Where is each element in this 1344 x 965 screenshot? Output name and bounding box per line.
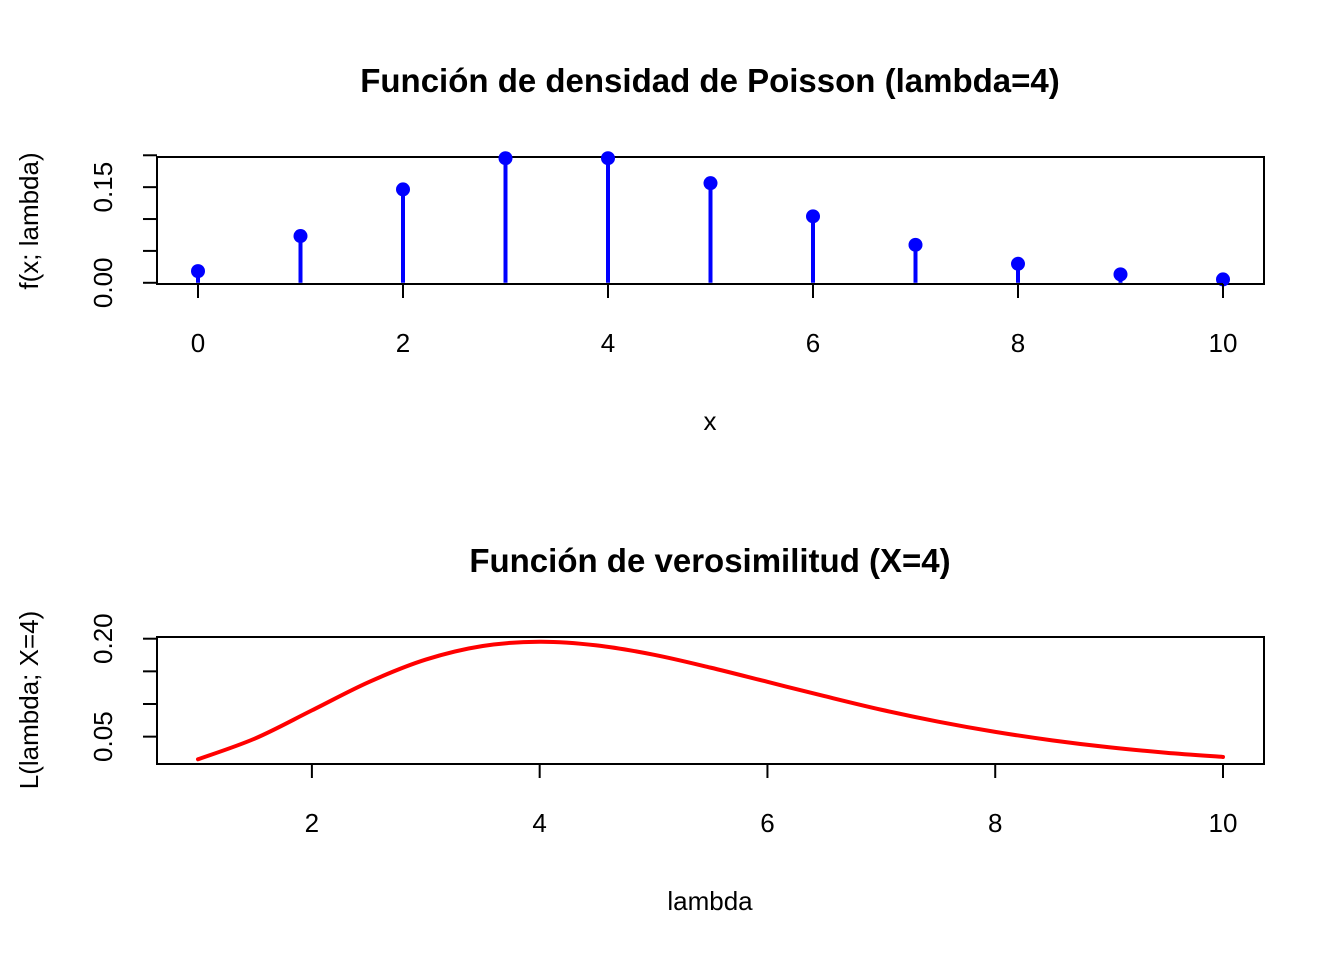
x-axis: 2 4 6 8 10	[305, 763, 1238, 838]
y-tick-label: 0.05	[88, 711, 118, 762]
x-tick-label: 2	[305, 808, 319, 838]
y-tick-label: 0.15	[88, 162, 118, 213]
data-point	[396, 182, 410, 197]
y-axis-label: L(lambda; X=4)	[14, 611, 44, 789]
x-axis-label: lambda	[667, 886, 753, 916]
x-tick-label: 10	[1209, 328, 1238, 358]
y-axis: 0.05 0.20	[88, 613, 157, 762]
y-tick-label: 0.00	[88, 257, 118, 308]
x-tick-label: 4	[601, 328, 615, 358]
line-series	[196, 639, 1225, 762]
data-point	[293, 229, 308, 244]
x-tick-label: 2	[396, 328, 410, 358]
x-axis-label: x	[704, 406, 717, 436]
likelihood-panel: Función de verosimilitud (X=4) 2 4 6 8 10 0.…	[14, 542, 1265, 916]
poisson-density-panel: Función de densidad de Poisson (lambda=4…	[14, 62, 1265, 436]
chart-title: Función de densidad de Poisson (lambda=4…	[360, 62, 1060, 99]
data-point	[806, 209, 820, 224]
data-point	[498, 151, 513, 166]
x-tick-label: 6	[760, 808, 774, 838]
x-tick-label: 10	[1209, 808, 1238, 838]
chart-title: Función de verosimilitud (X=4)	[469, 542, 950, 579]
point-series	[191, 151, 1230, 287]
likelihood-line	[196, 639, 1225, 762]
data-point	[703, 176, 718, 191]
x-tick-label: 6	[806, 328, 820, 358]
x-tick-label: 0	[191, 328, 205, 358]
data-point	[1216, 272, 1230, 287]
x-axis: 0 2 4 6 8 10	[191, 283, 1238, 358]
data-point	[1011, 256, 1025, 271]
x-tick-label: 8	[988, 808, 1002, 838]
data-point	[1113, 267, 1128, 282]
data-point	[191, 264, 205, 279]
x-tick-label: 8	[1011, 328, 1025, 358]
data-point	[601, 151, 615, 166]
y-axis-label: f(x; lambda)	[14, 152, 44, 289]
x-tick-label: 4	[532, 808, 546, 838]
y-tick-label: 0.20	[88, 613, 118, 664]
y-axis: 0.00 0.15	[88, 154, 157, 308]
data-point	[908, 237, 923, 252]
